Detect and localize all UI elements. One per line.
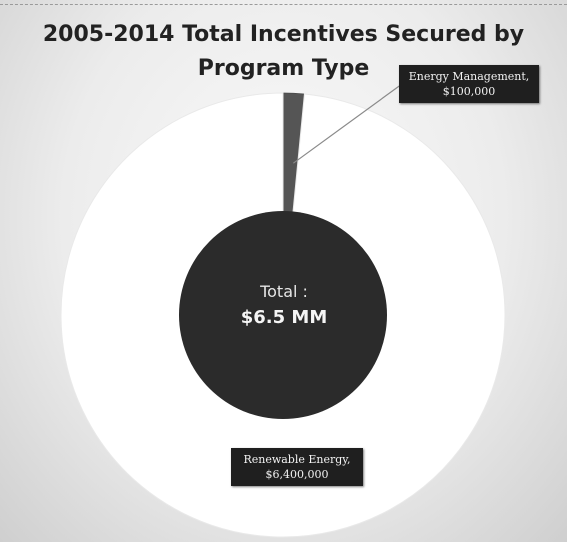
energy-management-leader-line [292,83,403,164]
top-rule-divider [0,4,567,5]
renewable-energy-data-label: Renewable Energy, $6,400,000 [231,448,363,486]
chart-title: 2005-2014 Total Incentives Secured by Pr… [42,22,525,81]
energy-management-data-label-text: Energy Management, $100,000 [408,70,530,98]
energy-management-data-label: Energy Management, $100,000 [399,65,539,103]
center-total-label: Total : [260,282,308,301]
center-disc [179,211,387,419]
center-total-value: $6.5 MM [240,307,328,328]
renewable-energy-data-label-text: Renewable Energy, $6,400,000 [243,453,351,481]
